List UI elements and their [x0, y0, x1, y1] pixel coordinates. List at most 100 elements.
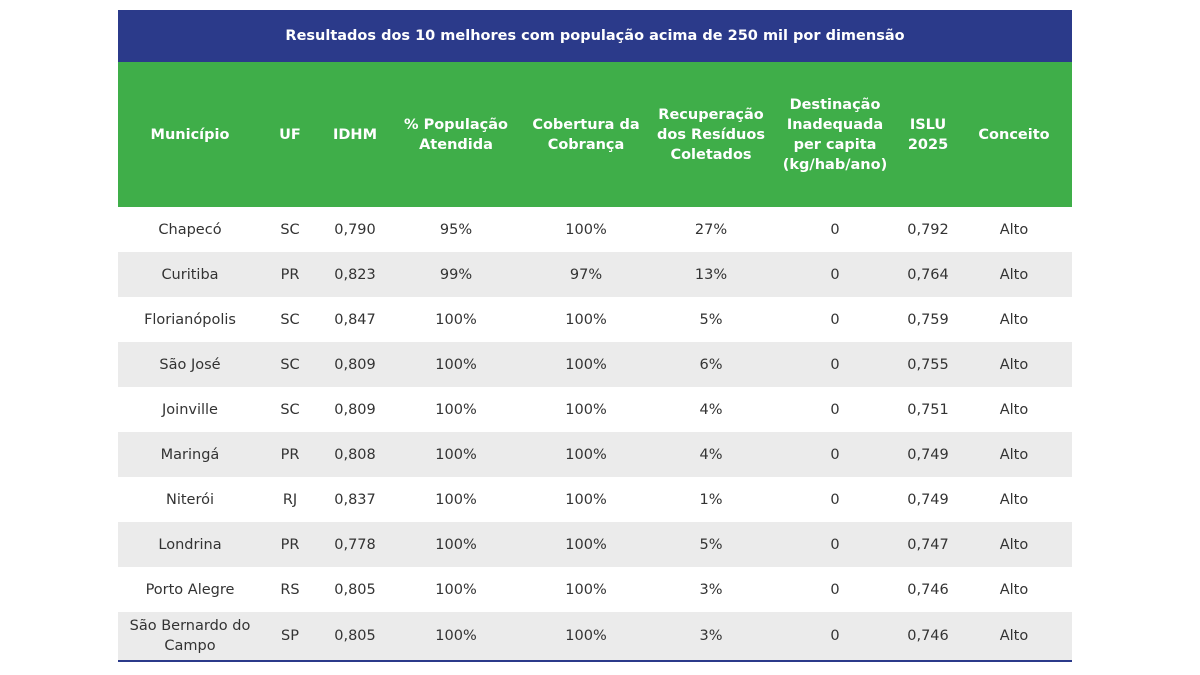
cell: SP [262, 612, 318, 661]
table-row: Curitiba PR 0,823 99% 97% 13% 0 0,764 Alto [118, 252, 1072, 297]
header-line: (kg/hab/ano) [782, 156, 888, 173]
header-line: IDHM [333, 126, 377, 143]
cell: SC [280, 311, 300, 328]
header-line: UF [279, 126, 301, 143]
cell-line: Maringá [160, 446, 220, 463]
cell: Alto [956, 252, 1072, 297]
cell-line: São Bernardo do [129, 618, 251, 634]
cell: São Bernardo do Campo [118, 612, 262, 661]
table-row: Maringá PR 0,808 100% 100% 4% 0 0,749 Alto [118, 432, 1072, 477]
cell: 100% [435, 311, 477, 328]
cell: São José [118, 342, 262, 387]
header-line: Destinação [789, 96, 881, 113]
cell: 0,747 [900, 522, 956, 567]
cell: RS [280, 581, 300, 598]
header-line: Conceito [978, 126, 1050, 143]
cell: 0,809 [318, 342, 392, 387]
cell: 0,809 [334, 401, 376, 418]
cell: 3% [652, 612, 770, 661]
cell: 100% [565, 311, 607, 328]
cell: 0,790 [334, 221, 376, 238]
header-line: ISLU [909, 116, 947, 133]
table-title: Resultados dos 10 melhores com população… [118, 10, 1072, 62]
cell: 0 [830, 401, 840, 418]
header-cell: ISLU 2025 [900, 62, 956, 207]
cell: Chapecó [118, 207, 262, 252]
cell: Joinville [118, 387, 262, 432]
results-table: Município UF IDHM % População Atendida Cobert… [118, 62, 1072, 662]
cell: 3% [699, 581, 723, 598]
cell: SC [280, 401, 300, 418]
table-row: Florianópolis SC 0,847 100% 100% 5% 0 0,759 Alto [118, 297, 1072, 342]
cell: Alto [999, 581, 1029, 598]
cell: Maringá [118, 432, 262, 477]
cell: Alto [956, 432, 1072, 477]
table-wrap: Resultados dos 10 melhores com população… [118, 10, 1072, 662]
table-row: Joinville SC 0,809 100% 100% 4% 0 0,751 Alto [118, 387, 1072, 432]
cell: 100% [392, 612, 520, 661]
table-body: Chapecó SC 0,790 95% 100% 27% 0 0,792 Alto Curiti… [118, 207, 1072, 661]
cell: 0 [770, 432, 900, 477]
cell: 5% [699, 311, 723, 328]
cell: 100% [520, 342, 652, 387]
header-cell: Cobertura da Cobrança [520, 62, 652, 207]
header-line: Inadequada [786, 116, 884, 133]
header-line: per capita [793, 136, 877, 153]
cell: 0,749 [900, 432, 956, 477]
cell: SC [280, 221, 300, 238]
cell: 0,749 [907, 491, 949, 508]
cell: 4% [699, 401, 723, 418]
header-cell: % População Atendida [392, 62, 520, 207]
cell: 100% [392, 522, 520, 567]
header-line: Cobertura da [532, 116, 640, 133]
table-row: Porto Alegre RS 0,805 100% 100% 3% 0 0,746 Alto [118, 567, 1072, 612]
cell: 100% [520, 612, 652, 661]
cell: 99% [392, 252, 520, 297]
header-cell: UF [262, 62, 318, 207]
header-row: Município UF IDHM % População Atendida Cobert… [118, 62, 1072, 207]
cell: Londrina [118, 522, 262, 567]
cell: PR [262, 522, 318, 567]
cell-line: Niterói [165, 491, 215, 508]
cell-line: Chapecó [158, 221, 222, 238]
cell: 100% [565, 401, 607, 418]
cell: 97% [520, 252, 652, 297]
cell: 95% [439, 221, 473, 238]
cell: 0,792 [907, 221, 949, 238]
header-line: Município [150, 126, 230, 143]
cell: 0 [770, 252, 900, 297]
cell: 0 [830, 311, 840, 328]
cell: 100% [392, 342, 520, 387]
header-cell: IDHM [318, 62, 392, 207]
cell: Alto [956, 612, 1072, 661]
cell: 27% [694, 221, 728, 238]
cell-line: Joinville [162, 401, 218, 418]
cell-line: Curitiba [161, 266, 219, 283]
cell: 100% [435, 401, 477, 418]
cell: 100% [565, 491, 607, 508]
cell-line: Porto Alegre [145, 581, 235, 598]
header-line: Coletados [670, 146, 752, 163]
header-cell: Destinação Inadequada per capita (kg/hab/an… [770, 62, 900, 207]
cell: 5% [652, 522, 770, 567]
cell: PR [262, 432, 318, 477]
cell: Florianópolis [118, 297, 262, 342]
header-line: Atendida [419, 136, 493, 153]
header-line: Recuperação [658, 106, 764, 123]
table-row: São José SC 0,809 100% 100% 6% 0 0,755 Alto [118, 342, 1072, 387]
cell: Curitiba [118, 252, 262, 297]
cell: 0,808 [318, 432, 392, 477]
cell: 0 [770, 522, 900, 567]
cell: 100% [565, 221, 607, 238]
cell: Alto [999, 401, 1029, 418]
cell: 0,847 [334, 311, 376, 328]
table-row: São Bernardo do Campo SP 0,805 100% 100% 3% 0 0,… [118, 612, 1072, 661]
cell: 100% [520, 522, 652, 567]
cell: 0,764 [900, 252, 956, 297]
cell: RJ [282, 491, 298, 508]
cell: 100% [565, 581, 607, 598]
cell: 0 [830, 491, 840, 508]
header-line: Cobrança [547, 136, 625, 153]
table-row: Chapecó SC 0,790 95% 100% 27% 0 0,792 Alto [118, 207, 1072, 252]
cell: 6% [652, 342, 770, 387]
